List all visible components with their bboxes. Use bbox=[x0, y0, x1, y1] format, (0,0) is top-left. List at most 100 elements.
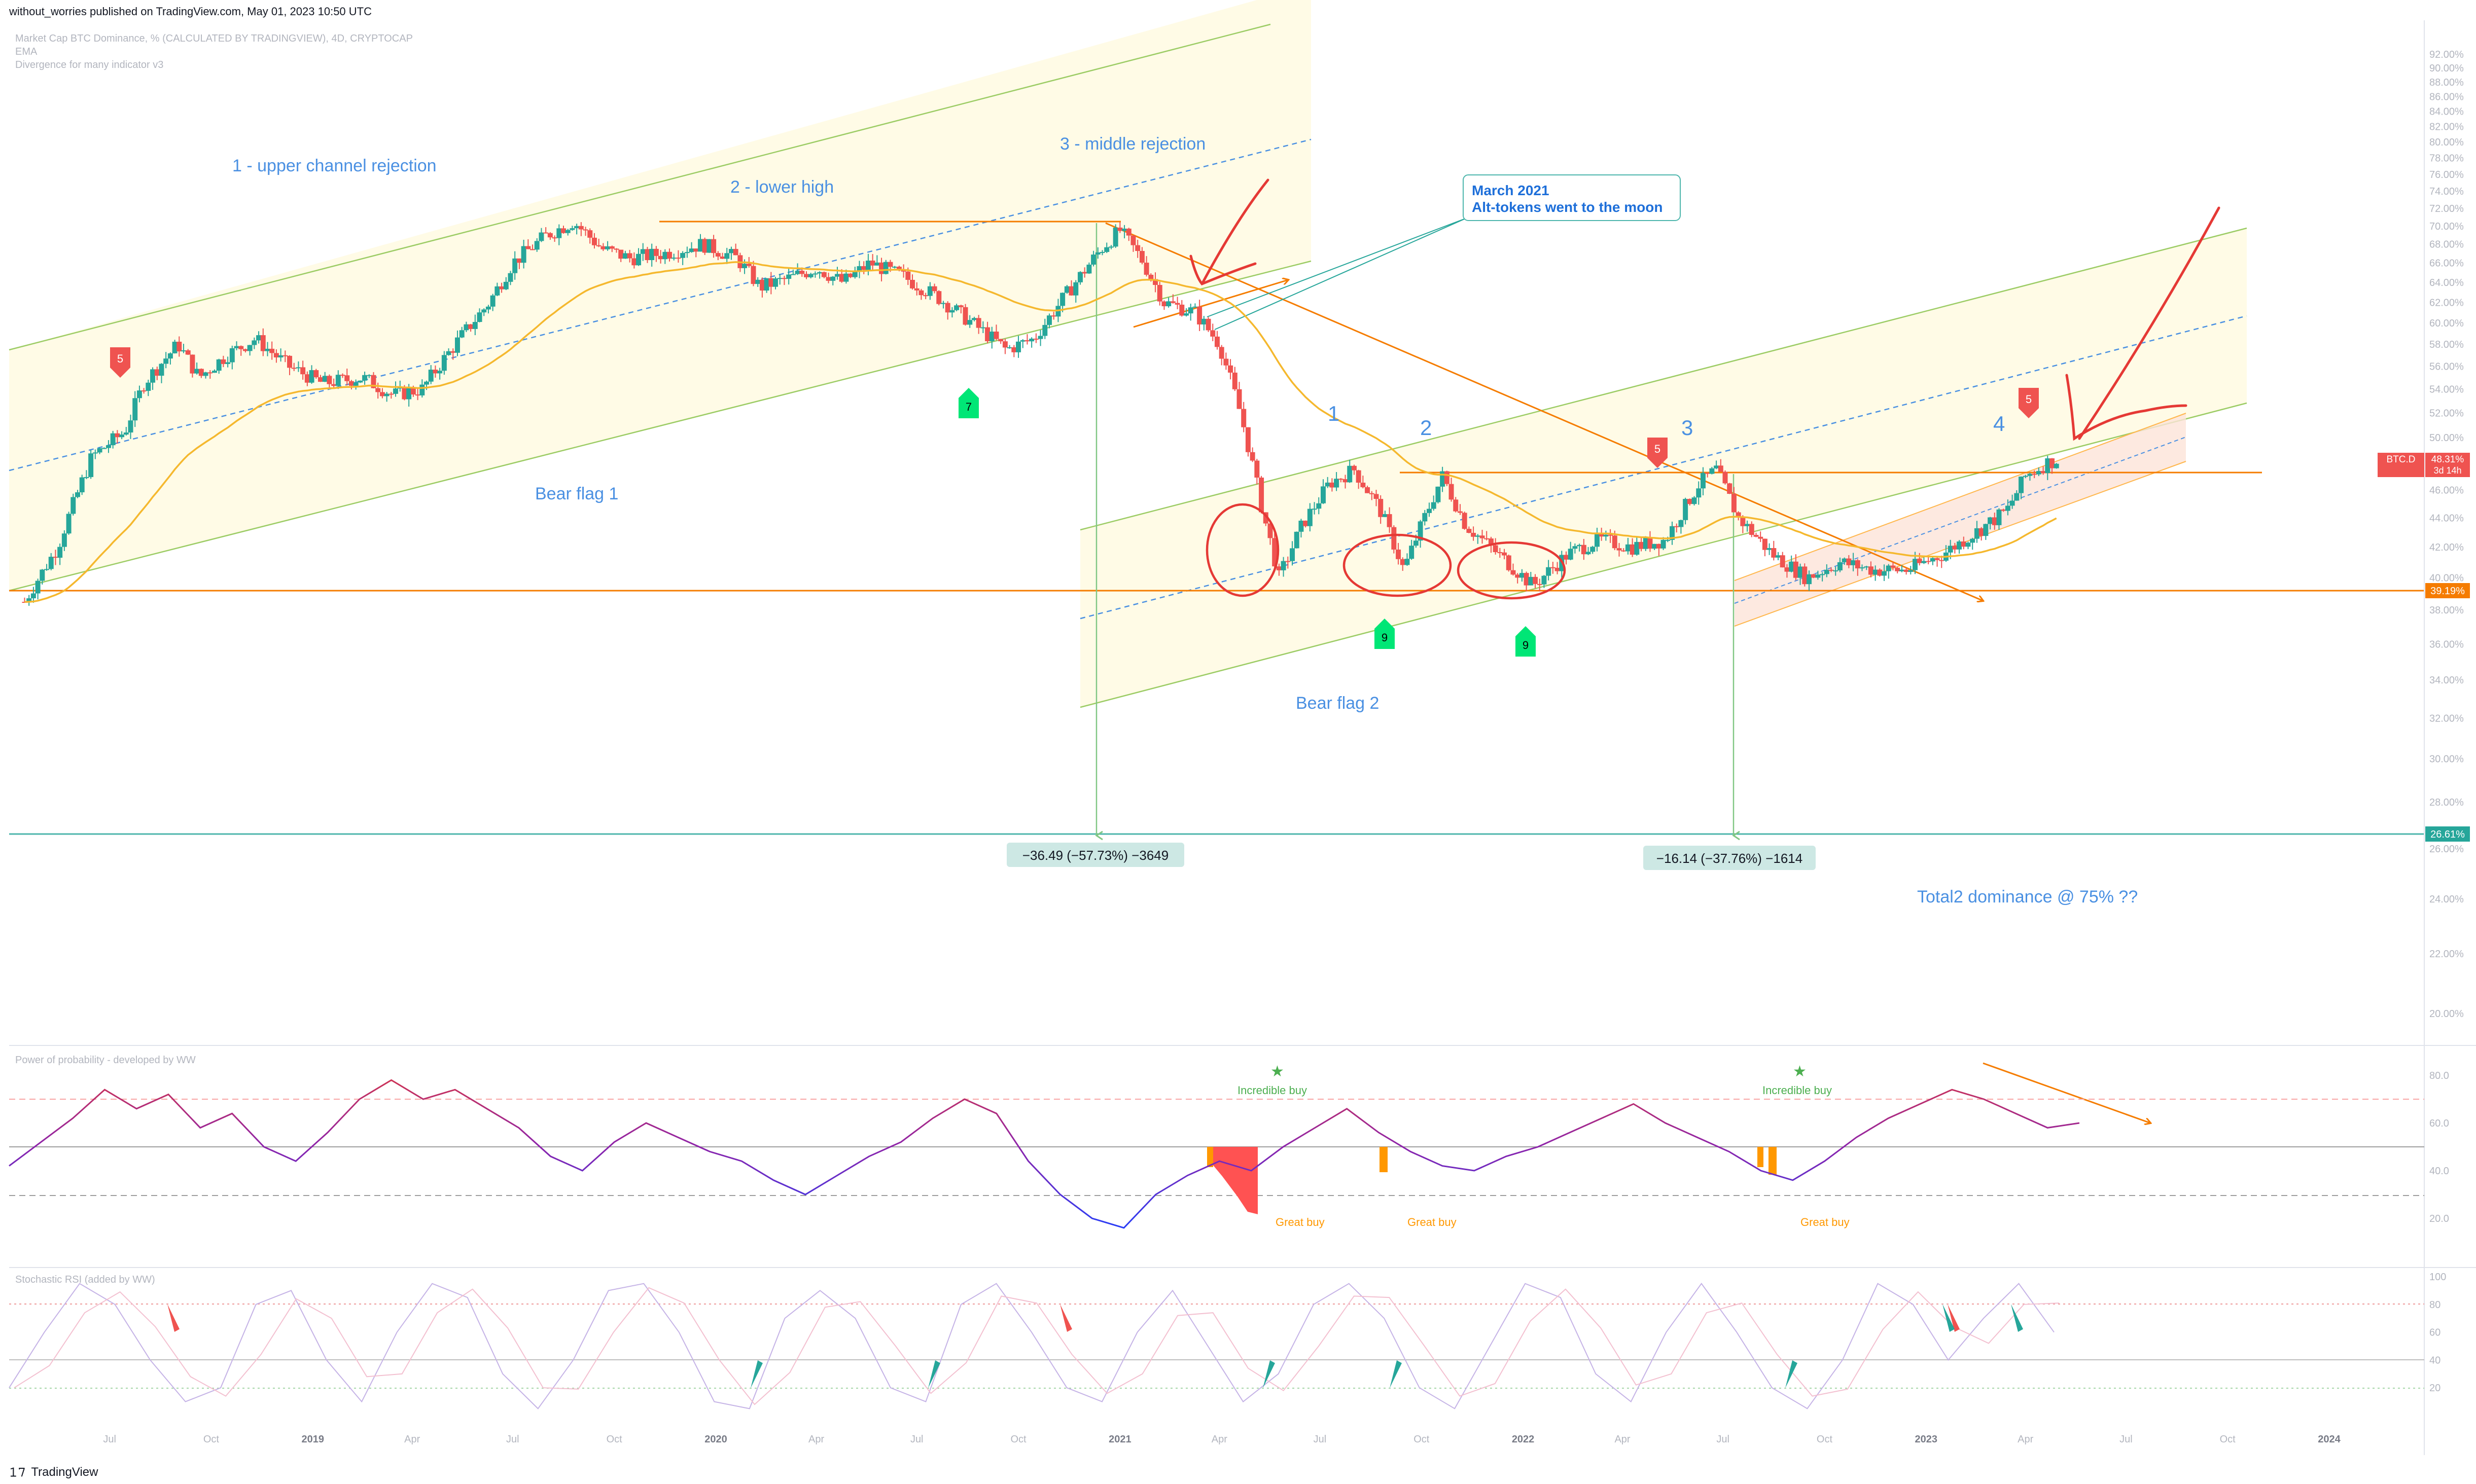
time-tick-10: 2021 bbox=[1109, 1434, 1131, 1445]
annotation-number-1: 1 bbox=[1328, 402, 1339, 425]
candle bbox=[1811, 573, 1816, 578]
price-tick-16: 60.00% bbox=[2429, 318, 2464, 329]
bear-flag-2-lower-line bbox=[1080, 402, 2247, 708]
candle bbox=[84, 470, 89, 480]
candle bbox=[207, 370, 213, 379]
svg-text:26.61%: 26.61% bbox=[2430, 829, 2465, 840]
candle bbox=[1400, 557, 1405, 571]
candle bbox=[79, 475, 85, 495]
srsi-tick-0: 100 bbox=[2429, 1272, 2446, 1283]
candle bbox=[97, 447, 102, 454]
marker-sell-2: 5 bbox=[1647, 438, 1668, 468]
legend-pane2[interactable]: Power of probability - developed by WW bbox=[15, 1055, 196, 1066]
candle bbox=[1537, 578, 1542, 592]
candle bbox=[702, 237, 708, 255]
candle bbox=[194, 362, 200, 375]
power-of-probability-pane[interactable]: Power of probability - developed by WW ★… bbox=[9, 1055, 2449, 1229]
candle bbox=[1201, 316, 1207, 331]
candle bbox=[1506, 554, 1511, 572]
candle bbox=[1082, 267, 1087, 278]
candle bbox=[618, 249, 624, 262]
tradingview-logo-icon[interactable]: 𝟷𝟽 bbox=[9, 1464, 26, 1479]
candle bbox=[1837, 557, 1843, 572]
legend-main-series[interactable]: Market Cap BTC Dominance, % (CALCULATED … bbox=[15, 33, 413, 44]
candle bbox=[1444, 470, 1449, 486]
time-axis[interactable]: Jul Oct 2019 Apr Jul Oct 2020 Apr Jul Oct 2021 Apr J… bbox=[103, 1434, 2341, 1445]
candle bbox=[269, 341, 275, 360]
candle bbox=[198, 368, 204, 378]
svg-text:39.19%: 39.19% bbox=[2430, 586, 2465, 597]
candle bbox=[631, 252, 637, 269]
price-tick-20: 52.00% bbox=[2429, 408, 2464, 419]
footer-brand[interactable]: TradingView bbox=[31, 1465, 98, 1479]
candle bbox=[1312, 502, 1317, 515]
marker-buy-1: 7 bbox=[959, 388, 979, 418]
candle bbox=[265, 342, 270, 356]
candle bbox=[1780, 552, 1785, 568]
candle bbox=[105, 440, 111, 453]
main-pane[interactable]: 5 7 9 9 5 5 1 - upper channel rejection … bbox=[9, 0, 2470, 1455]
candles-group bbox=[22, 222, 2059, 606]
candle bbox=[119, 431, 125, 440]
price-tick-0: 92.00% bbox=[2429, 49, 2464, 60]
legend-pane3[interactable]: Stochastic RSI (added by WW) bbox=[15, 1274, 155, 1285]
candle bbox=[790, 269, 796, 275]
price-axis[interactable]: 92.00% 90.00% 88.00% 86.00% 84.00% 82.00% 80.0… bbox=[2429, 49, 2464, 1020]
candle bbox=[1175, 297, 1180, 309]
svg-text:48.31%: 48.31% bbox=[2431, 454, 2464, 465]
candle bbox=[1051, 311, 1056, 320]
candle bbox=[92, 449, 98, 459]
candle bbox=[1616, 542, 1622, 557]
candle bbox=[1122, 225, 1127, 239]
legend-ema[interactable]: EMA bbox=[15, 46, 38, 57]
candle bbox=[583, 227, 588, 236]
candle bbox=[454, 330, 460, 356]
candle bbox=[578, 222, 584, 236]
candle bbox=[503, 277, 509, 291]
candle bbox=[1926, 557, 1931, 565]
candle bbox=[1970, 537, 1975, 550]
candle bbox=[1113, 224, 1118, 248]
price-tick-7: 78.00% bbox=[2429, 153, 2464, 164]
candle bbox=[1435, 486, 1441, 504]
candle bbox=[415, 387, 420, 401]
candle bbox=[645, 246, 650, 263]
candle bbox=[627, 249, 632, 263]
candle bbox=[786, 268, 792, 285]
candle bbox=[1758, 531, 1763, 542]
legend-divergence[interactable]: Divergence for many indicator v3 bbox=[15, 59, 163, 70]
candle bbox=[2049, 458, 2055, 474]
candle bbox=[1828, 567, 1834, 572]
candle bbox=[2045, 455, 2050, 480]
candle bbox=[998, 339, 1004, 344]
candle bbox=[1272, 533, 1278, 568]
candle bbox=[640, 243, 646, 261]
candle bbox=[494, 282, 500, 297]
candle bbox=[1484, 531, 1490, 540]
footer[interactable]: 𝟷𝟽 TradingView bbox=[9, 1464, 98, 1480]
candle bbox=[1016, 336, 1021, 358]
pp-axis[interactable]: 80.0 60.0 40.0 20.0 bbox=[2429, 1070, 2449, 1224]
time-tick-11: Apr bbox=[1212, 1434, 1227, 1445]
candle bbox=[768, 272, 774, 295]
candle bbox=[1842, 557, 1847, 565]
candle bbox=[1210, 323, 1216, 341]
stochastic-rsi-pane[interactable]: Stochastic RSI (added by WW) 100 80 60 40 20 bbox=[9, 1272, 2446, 1409]
price-tick-10: 72.00% bbox=[2429, 203, 2464, 214]
ema-line bbox=[24, 261, 2057, 603]
candle bbox=[989, 327, 995, 349]
candle bbox=[892, 266, 898, 269]
candle bbox=[1762, 538, 1767, 557]
candle bbox=[291, 363, 297, 371]
srsi-axis[interactable]: 100 80 60 40 20 bbox=[2429, 1272, 2446, 1394]
time-tick-7: Apr bbox=[808, 1434, 824, 1445]
candle bbox=[1373, 490, 1379, 506]
candle bbox=[910, 274, 915, 290]
candle bbox=[547, 232, 553, 240]
srsi-cross-fill bbox=[1948, 1304, 1960, 1332]
candle bbox=[649, 243, 655, 267]
candle bbox=[211, 369, 217, 373]
time-tick-5: Oct bbox=[607, 1434, 623, 1445]
candle bbox=[1630, 538, 1635, 557]
candle bbox=[1550, 562, 1555, 574]
